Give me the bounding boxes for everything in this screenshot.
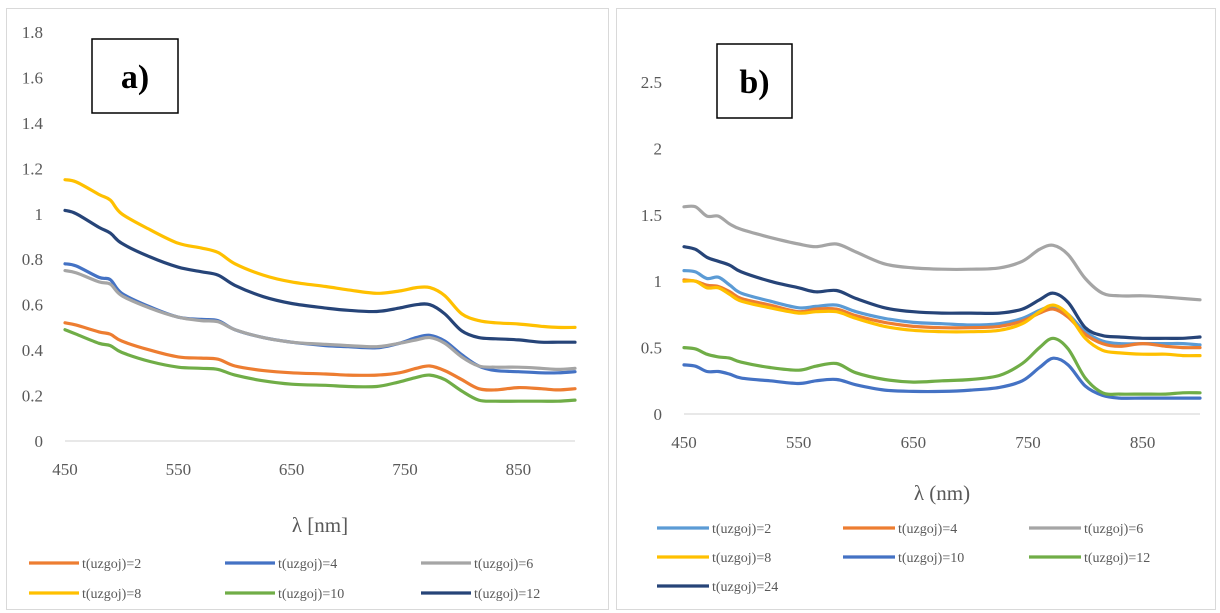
series-line [682, 269, 1202, 347]
series-line [682, 278, 1202, 350]
series-line [63, 208, 577, 344]
panel-label: b) [739, 64, 769, 101]
series-line [682, 245, 1202, 340]
legend-label: t(uzgoj)=12 [1084, 551, 1150, 566]
y-tick-label: 1.8 [22, 23, 43, 42]
series-line [63, 321, 577, 392]
y-tick-label: 2.5 [641, 73, 662, 92]
x-tick-label: 850 [506, 460, 532, 479]
chart-panel-a: 0 0.2 0.4 0.6 0.8 1 1.2 1.4 1.6 1.8 450 550 650 750 85… [6, 8, 609, 610]
y-tick-label: 1.6 [22, 68, 43, 87]
legend-label: t(uzgoj)=4 [278, 557, 337, 572]
y-tick-label: 0 [654, 405, 663, 424]
legend-label: t(uzgoj)=10 [898, 551, 964, 566]
x-tick-label: 850 [1130, 433, 1156, 452]
panel-label-box [716, 43, 793, 119]
y-tick-label: 1.5 [641, 206, 662, 225]
series-line [682, 356, 1202, 400]
legend-label: t(uzgoj)=8 [712, 551, 771, 566]
y-tick-label: 0.6 [22, 296, 43, 315]
y-tick-label: 2 [654, 139, 663, 158]
legend-label: t(uzgoj)=8 [82, 587, 141, 602]
y-tick-label: 1.2 [22, 159, 43, 178]
legend-label: t(uzgoj)=12 [474, 587, 540, 602]
chart-a-svg: 0 0.2 0.4 0.6 0.8 1 1.2 1.4 1.6 1.8 450 550 650 750 85… [22, 23, 577, 602]
legend-label: t(uzgoj)=2 [712, 522, 771, 537]
x-tick-label: 750 [392, 460, 418, 479]
series-line [63, 262, 577, 375]
y-tick-label: 0.8 [22, 250, 43, 269]
x-tick-label: 450 [52, 460, 78, 479]
legend-label: t(uzgoj)=10 [278, 587, 344, 602]
series-line [63, 328, 577, 403]
chart-panel-b: 0 0.5 1 1.5 2 2.5 450 550 650 750 850 b) λ (nm) t(uzg… [616, 8, 1216, 610]
x-axis-title: λ [nm] [292, 513, 348, 537]
legend-label: t(uzgoj)=6 [474, 557, 533, 572]
y-tick-label: 1.4 [22, 114, 44, 133]
legend-label: t(uzgoj)=6 [1084, 522, 1143, 537]
x-tick-label: 650 [279, 460, 305, 479]
series-line [682, 204, 1202, 302]
y-tick-label: 0 [35, 432, 44, 451]
y-tick-label: 0.2 [22, 387, 43, 406]
y-tick-label: 0.4 [22, 341, 44, 360]
legend-label: t(uzgoj)=2 [82, 557, 141, 572]
legend-label: t(uzgoj)=24 [712, 580, 778, 595]
series-line [682, 279, 1202, 358]
x-axis-title: λ (nm) [914, 481, 970, 505]
series-line [63, 269, 577, 371]
x-tick-label: 550 [786, 433, 812, 452]
panel-label-box [91, 38, 179, 114]
chart-b-svg: 0 0.5 1 1.5 2 2.5 450 550 650 750 850 b) λ (nm) t(uzg… [641, 43, 1202, 595]
series-line [63, 178, 577, 330]
x-tick-label: 750 [1015, 433, 1041, 452]
legend-label: t(uzgoj)=4 [898, 522, 957, 537]
x-tick-label: 450 [671, 433, 697, 452]
panel-label: a) [121, 59, 149, 96]
y-tick-label: 1 [35, 205, 44, 224]
series-line [682, 336, 1202, 396]
x-tick-label: 550 [166, 460, 192, 479]
y-tick-label: 1 [654, 272, 663, 291]
y-tick-label: 0.5 [641, 339, 662, 358]
x-tick-label: 650 [901, 433, 927, 452]
